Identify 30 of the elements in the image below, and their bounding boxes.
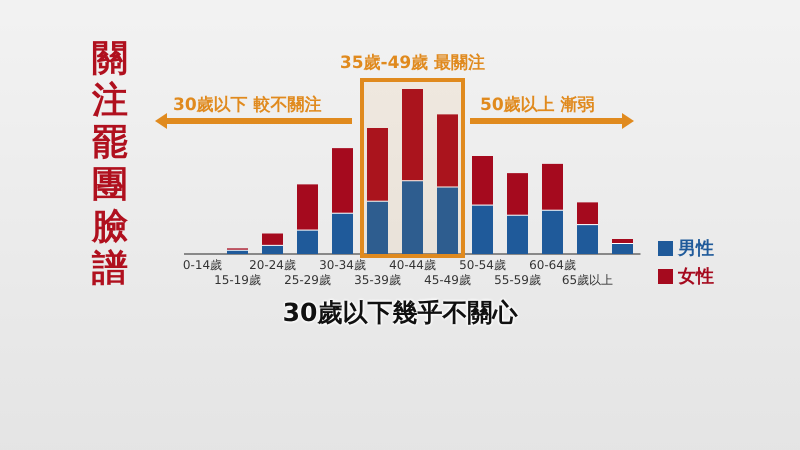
bar (577, 202, 598, 224)
x-tick-label: 60-64歲 (529, 258, 576, 272)
text: 關注罷團臉譜 (90, 38, 129, 290)
annotation: 50歲以上 漸弱 (480, 94, 595, 116)
bar (262, 234, 283, 245)
legend-label: 男性 (678, 237, 714, 260)
annotation: 30歲以下 較不關注 (173, 94, 322, 116)
x-tick-label: 55-59歲 (494, 273, 541, 288)
bar (472, 156, 493, 205)
bar (437, 114, 458, 187)
text: 30歲以下幾乎不關心 (282, 297, 519, 329)
band-label: 35歲-49歲 最關注 (340, 52, 486, 73)
x-tick-label: 45-49歲 (424, 273, 471, 288)
legend-label: 女性 (678, 265, 714, 288)
bar (507, 173, 528, 215)
x-tick-label: 50-54歲 (459, 258, 506, 272)
x-tick-label: 15-19歲 (214, 273, 261, 288)
bar (332, 148, 353, 213)
x-tick-label: 40-44歲 (389, 258, 436, 272)
x-tick-label: 65歲以上 (562, 273, 614, 288)
bar (367, 128, 388, 201)
bar (542, 164, 563, 210)
x-tick-label: 0-14歲 (182, 258, 222, 272)
x-tick-label: 30-34歲 (319, 258, 366, 272)
bar (612, 238, 633, 243)
bar (402, 89, 423, 180)
x-tick-label: 35-39歲 (354, 273, 401, 288)
bar (297, 184, 318, 230)
x-tick-label: 20-24歲 (249, 258, 296, 272)
x-tick-label: 25-29歲 (284, 273, 331, 288)
